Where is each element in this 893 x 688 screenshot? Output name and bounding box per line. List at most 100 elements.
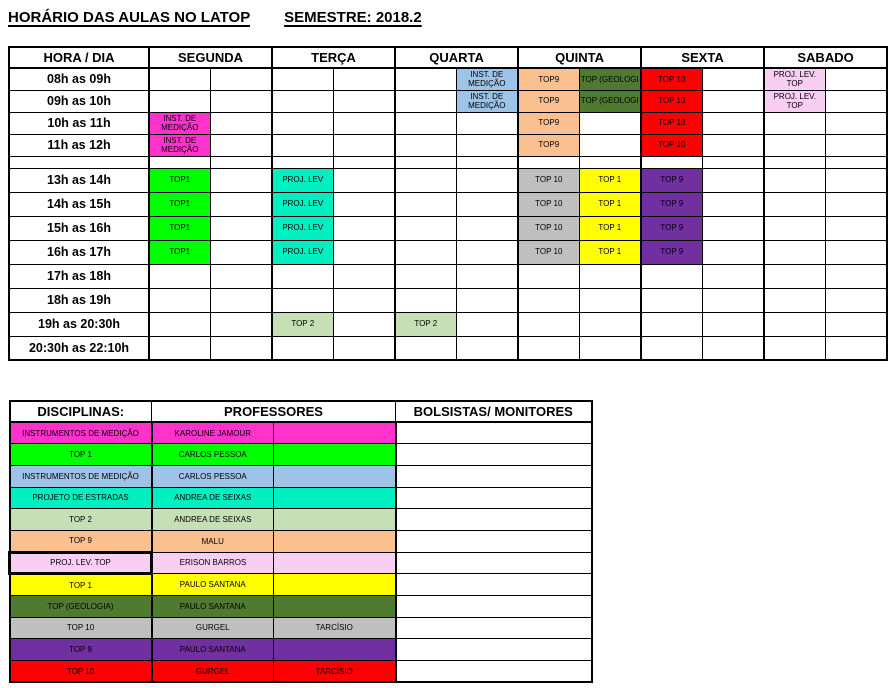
schedule-cell-empty [332, 89, 396, 113]
schedule-row: 13h as 14h TOP1 PROJ. LEV TOP 10 TOP 1 TOP 9 [8, 167, 888, 193]
schedule-cell-empty [701, 215, 765, 241]
schedule-cell: TOP 10 [640, 133, 703, 157]
schedule-cell-empty [332, 215, 396, 241]
time-slot-label: 17h as 18h [8, 263, 150, 289]
time-slot-label: 19h as 20:30h [8, 311, 150, 337]
schedule-cell-empty [763, 191, 826, 217]
schedule-cell: TOP 10 [517, 239, 580, 265]
schedule-cell-empty [824, 67, 888, 91]
time-slot-label [8, 155, 150, 169]
schedule-cell: TOP 9 [640, 215, 703, 241]
schedule-cell: TOP (GEOLOGI [578, 89, 642, 113]
schedule-cell-empty [517, 155, 580, 169]
schedule-cell-empty [271, 89, 334, 113]
schedule-cell-empty [394, 67, 457, 91]
schedule-cell-empty [578, 287, 642, 313]
schedule-cell-empty [455, 111, 519, 135]
schedule-cell-empty [332, 287, 396, 313]
header-segunda: SEGUNDA [147, 46, 273, 69]
schedule-cell-empty [332, 263, 396, 289]
schedule-cell-empty [271, 287, 334, 313]
bolsista-cell [394, 660, 592, 683]
schedule-cell: TOP 10 [517, 191, 580, 217]
monitor-cell [273, 573, 396, 596]
schedule-cell: TOP 10 [640, 89, 703, 113]
schedule-cell-empty [517, 263, 580, 289]
monitor-cell [273, 595, 396, 618]
schedule-cell-empty [824, 263, 888, 289]
schedule-cell-empty [578, 311, 642, 337]
schedule-cell-empty [640, 335, 703, 361]
discipline-cell: INSTRUMENTOS DE MEDIÇÃO [9, 421, 153, 445]
schedule-cell-empty [332, 67, 396, 91]
schedule-cell-empty [148, 263, 211, 289]
monitor-cell [273, 443, 396, 466]
schedule-cell-empty [578, 111, 642, 135]
schedule-cell-empty [763, 239, 826, 265]
discipline-cell: TOP 2 [9, 508, 153, 531]
schedule-cell-empty [824, 287, 888, 313]
schedule-cell-empty [271, 335, 334, 361]
staff-row: INSTRUMENTOS DE MEDIÇÃO CARLOS PESSOA [9, 464, 592, 488]
schedule-row: 11h as 12h INST. DE MEDIÇÃO TOP9 TOP 10 [8, 133, 888, 157]
monitor-cell [273, 486, 396, 510]
schedule-cell: TOP 2 [394, 311, 457, 337]
schedule-cell-empty [332, 191, 396, 217]
professor-cell: ERISON BARROS [151, 551, 274, 575]
schedule-cell: TOP 9 [640, 239, 703, 265]
schedule-row: 14h as 15h TOP1 PROJ. LEV TOP 10 TOP 1 TOP 9 [8, 191, 888, 217]
schedule-header-row: HORA / DIA SEGUNDA TERÇA QUARTA QUINTA S… [8, 46, 888, 69]
schedule-cell-empty [148, 89, 211, 113]
schedule-cell: PROJ. LEV. TOP [763, 89, 826, 113]
header-professores: PROFESSORES [151, 400, 396, 423]
schedule-cell-empty [763, 215, 826, 241]
schedule-cell-empty [209, 67, 273, 91]
schedule-cell: TOP1 [148, 239, 211, 265]
professor-cell: MALU [151, 529, 274, 553]
header-disciplinas: DISCIPLINAS: [9, 400, 152, 423]
schedule-cell-empty [455, 167, 519, 193]
bolsista-cell [394, 573, 592, 596]
schedule-cell-empty [517, 335, 580, 361]
monitor-cell [273, 421, 396, 445]
header-sabado: SABADO [763, 46, 888, 69]
monitor-cell [273, 551, 396, 575]
schedule-cell: INST. DE MEDIÇÃO [455, 89, 519, 113]
time-slot-label: 14h as 15h [8, 191, 150, 217]
professor-cell: ANDREA DE SEIXAS [151, 508, 274, 531]
schedule-cell-empty [455, 133, 519, 157]
schedule-cell: TOP 9 [640, 167, 703, 193]
schedule-row: 20:30h as 22:10h [8, 335, 888, 361]
schedule-cell-empty [455, 335, 519, 361]
schedule-cell-empty [148, 155, 211, 169]
schedule-cell-empty [148, 287, 211, 313]
staff-row: TOP 10 GURGEL TARCÍSIO [9, 660, 592, 683]
time-slot-label: 10h as 11h [8, 111, 150, 135]
monitor-cell [273, 529, 396, 553]
schedule-row: 19h as 20:30h TOP 2 TOP 2 [8, 311, 888, 337]
staff-row: TOP 9 MALU [9, 529, 592, 553]
schedule-cell: INST. DE MEDIÇÃO [148, 133, 211, 157]
schedule-cell: TOP1 [148, 215, 211, 241]
schedule-cell-empty [763, 335, 826, 361]
schedule-cell-empty [701, 111, 765, 135]
schedule-cell-empty [209, 191, 273, 217]
schedule-cell-empty [394, 191, 457, 217]
schedule-cell-empty [701, 239, 765, 265]
schedule-cell-empty [824, 89, 888, 113]
header-hora-dia: HORA / DIA [8, 46, 150, 69]
bolsista-cell [394, 443, 592, 466]
discipline-cell: TOP 1 [9, 573, 153, 596]
schedule-cell-empty [332, 133, 396, 157]
staff-row: TOP 1 CARLOS PESSOA [9, 443, 592, 466]
schedule-row: 09h as 10h INST. DE MEDIÇÃO TOP9 TOP (GEOLO… [8, 89, 888, 113]
schedule-cell-empty [332, 111, 396, 135]
schedule-cell: INST. DE MEDIÇÃO [148, 111, 211, 135]
schedule-cell: PROJ. LEV [271, 239, 334, 265]
class-schedule-table: HORA / DIA SEGUNDA TERÇA QUARTA QUINTA S… [8, 46, 889, 361]
schedule-cell-empty [332, 155, 396, 169]
schedule-cell-empty [332, 311, 396, 337]
schedule-cell-empty [763, 311, 826, 337]
schedule-cell-empty [701, 191, 765, 217]
monitor-cell [273, 638, 396, 662]
